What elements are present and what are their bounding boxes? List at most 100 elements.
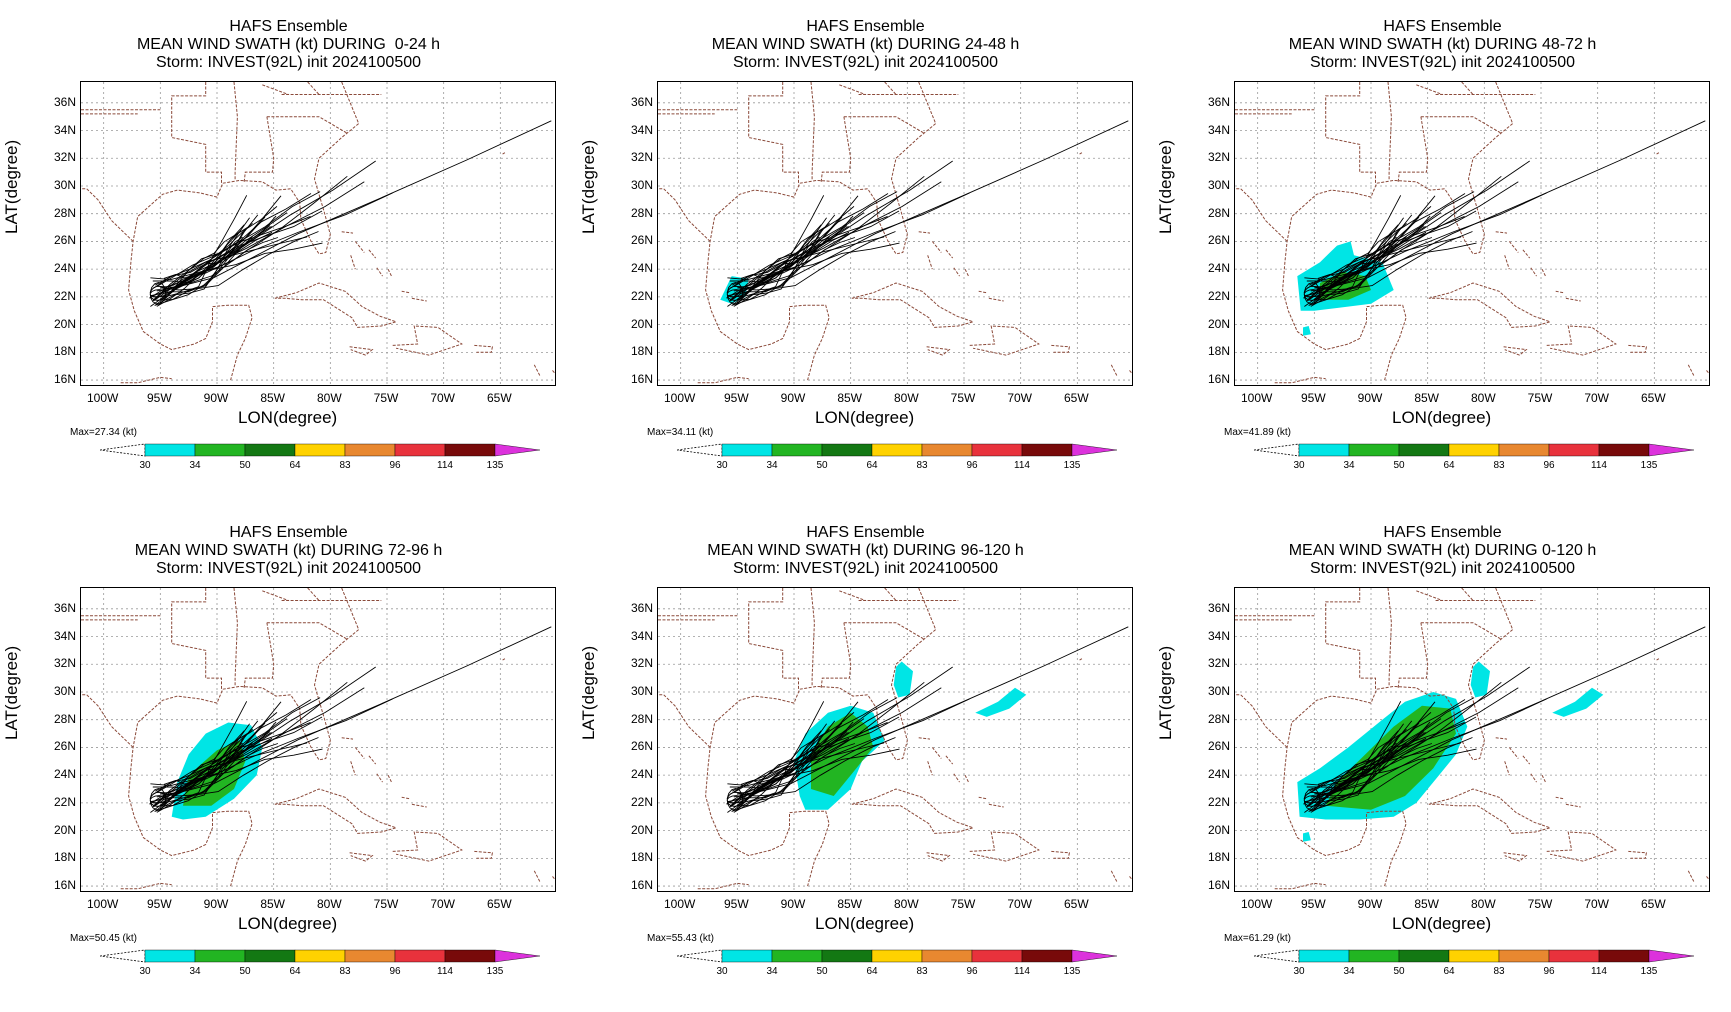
y-axis-label: LAT(degree) — [1156, 139, 1175, 234]
color-bar-segment — [294, 443, 346, 457]
color-bar — [1254, 443, 1695, 457]
y-tick-label: 34N — [53, 122, 76, 137]
y-tick-label: 26N — [1207, 233, 1230, 248]
coastline — [1508, 241, 1519, 253]
color-bar-label: 30 — [1293, 460, 1305, 471]
color-bar-over-triangle — [1648, 949, 1695, 963]
coastline — [1504, 761, 1510, 776]
track-line — [1317, 732, 1426, 806]
color-bar-segment — [1548, 949, 1600, 963]
y-tick-label: 20N — [1207, 316, 1230, 331]
coastline — [243, 116, 275, 182]
coastline — [266, 622, 348, 640]
color-bar-label: 34 — [766, 966, 778, 977]
x-tick-label: 90W — [203, 391, 229, 405]
y-tick-label: 16N — [1207, 878, 1230, 893]
coastline — [1282, 82, 1514, 381]
grid — [81, 588, 555, 891]
color-bar-segment — [1548, 443, 1600, 457]
y-tick-label: 18N — [53, 344, 76, 359]
coastline — [1555, 796, 1564, 800]
map-panel: HAFS Ensemble MEAN WIND SWATH (kt) DURING… — [1154, 0, 1731, 506]
y-tick-label: 36N — [630, 94, 653, 109]
track-line — [1318, 181, 1519, 295]
color-bar-segment — [821, 949, 873, 963]
y-tick-label: 16N — [1207, 372, 1230, 387]
color-bar-label: 83 — [916, 966, 928, 977]
coastline — [341, 737, 354, 740]
x-tick-label: 100W — [86, 897, 119, 911]
coastline — [552, 370, 555, 374]
panel-title: MEAN WIND SWATH (kt) DURING 0-24 h — [136, 36, 441, 53]
coastlines — [658, 82, 1132, 384]
coastline — [918, 737, 931, 740]
color-bar-label: 30 — [139, 966, 151, 977]
coastline — [1530, 773, 1537, 783]
coastline — [988, 297, 1004, 302]
y-tick-label: 18N — [53, 850, 76, 865]
track-line — [1312, 226, 1402, 306]
color-bar-segment — [244, 949, 296, 963]
x-tick-label: 100W — [86, 391, 119, 405]
color-bar-segment — [721, 949, 773, 963]
y-tick-label: 20N — [630, 822, 653, 837]
coastline — [1706, 370, 1709, 374]
y-tick-label: 36N — [1207, 600, 1230, 615]
color-bar-segment — [394, 443, 446, 457]
color-bar-label: 30 — [1293, 966, 1305, 977]
track-line — [1306, 224, 1399, 301]
coastline — [748, 82, 799, 184]
coastline — [1461, 588, 1474, 601]
coastline — [387, 268, 392, 277]
track-line — [156, 721, 277, 807]
track-line — [735, 226, 825, 306]
panel-title: HAFS Ensemble — [806, 524, 925, 541]
y-tick-label: 32N — [1207, 150, 1230, 165]
coastline — [171, 588, 222, 690]
track-line — [1308, 728, 1407, 812]
coastline — [953, 267, 960, 277]
map-plot-area — [657, 81, 1133, 386]
track-line — [1308, 222, 1407, 306]
track-line — [152, 224, 245, 301]
panel-title: HAFS Ensemble — [229, 524, 348, 541]
x-tick-label: 95W — [723, 897, 749, 911]
swath-area — [1552, 687, 1604, 717]
coastline — [1274, 882, 1326, 890]
coastline — [128, 588, 360, 887]
x-tick-label: 90W — [1357, 391, 1383, 405]
coastline — [1274, 376, 1326, 384]
color-bar-label: 135 — [1063, 460, 1081, 471]
x-tick-label: 75W — [1527, 897, 1553, 911]
x-tick-label: 85W — [260, 897, 285, 911]
wind-swath — [1297, 661, 1604, 842]
y-tick-label: 36N — [53, 600, 76, 615]
max-wind-label: Max=55.43 (kt) — [647, 933, 714, 944]
color-bar-label: 114 — [437, 966, 453, 977]
coastline — [1546, 831, 1617, 862]
track-line — [153, 195, 248, 298]
coastline — [820, 622, 852, 688]
x-axis-label: LON(degree) — [238, 914, 338, 933]
map-plot-area — [80, 587, 556, 892]
color-bar-segment — [244, 443, 296, 457]
x-tick-label: 90W — [780, 897, 806, 911]
coastlines — [1235, 588, 1709, 890]
color-bar-over-triangle — [494, 949, 541, 963]
track-line — [1312, 732, 1402, 812]
coastline — [978, 290, 987, 294]
x-tick-label: 95W — [146, 391, 172, 405]
y-tick-label: 28N — [53, 205, 76, 220]
grid — [658, 588, 1132, 891]
y-tick-label: 16N — [53, 878, 76, 893]
track-line — [1307, 701, 1402, 804]
coastline — [839, 84, 866, 95]
x-axis-label: LON(degree) — [238, 408, 338, 427]
x-tick-label: 80W — [1470, 391, 1496, 405]
y-tick-label: 22N — [1207, 288, 1230, 303]
color-bar-segment — [344, 949, 396, 963]
color-bar-label: 83 — [916, 460, 928, 471]
coastline — [697, 882, 749, 890]
map-svg — [658, 82, 1132, 385]
y-axis-label: LAT(degree) — [2, 139, 21, 234]
